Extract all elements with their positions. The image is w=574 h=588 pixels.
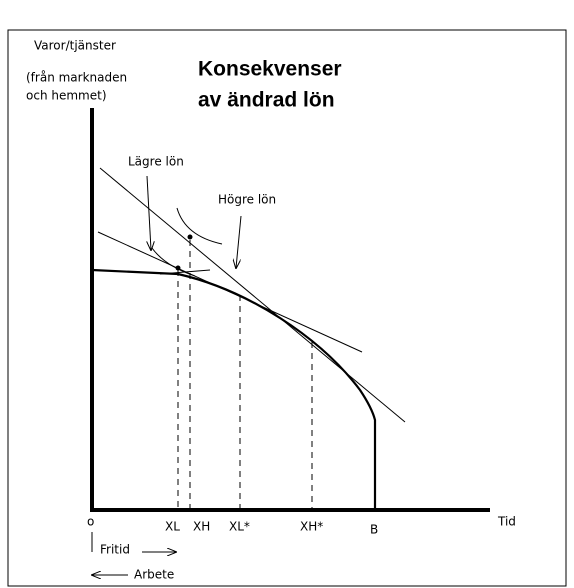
annotation: Högre lön xyxy=(218,193,276,207)
frame xyxy=(7,29,567,587)
annotation: Lägre lön xyxy=(128,155,184,169)
indifference-curve xyxy=(176,207,223,245)
x-label: B xyxy=(370,523,378,537)
arrow xyxy=(146,175,151,250)
arrow xyxy=(236,215,242,268)
point xyxy=(187,234,193,240)
x-label: o xyxy=(87,515,94,529)
x-axis-label: Tid xyxy=(497,515,516,529)
x-label: XL* xyxy=(229,520,250,534)
x-label: XH xyxy=(193,520,210,534)
point xyxy=(175,265,181,271)
direction-label: Fritid xyxy=(100,543,130,557)
y-axis-label: Varor/tjänster xyxy=(34,39,116,53)
tangent-high xyxy=(99,167,406,423)
title: av ändrad lön xyxy=(198,89,335,112)
y-axis-label: och hemmet) xyxy=(26,89,107,103)
title: Konsekvenser xyxy=(198,58,342,81)
production-curve xyxy=(91,268,377,510)
x-label: XL xyxy=(165,520,180,534)
y-axis-label: (från marknaden xyxy=(26,71,127,85)
tangent-low xyxy=(97,231,363,353)
direction-label: Arbete xyxy=(134,568,174,582)
x-label: XH* xyxy=(300,520,323,534)
